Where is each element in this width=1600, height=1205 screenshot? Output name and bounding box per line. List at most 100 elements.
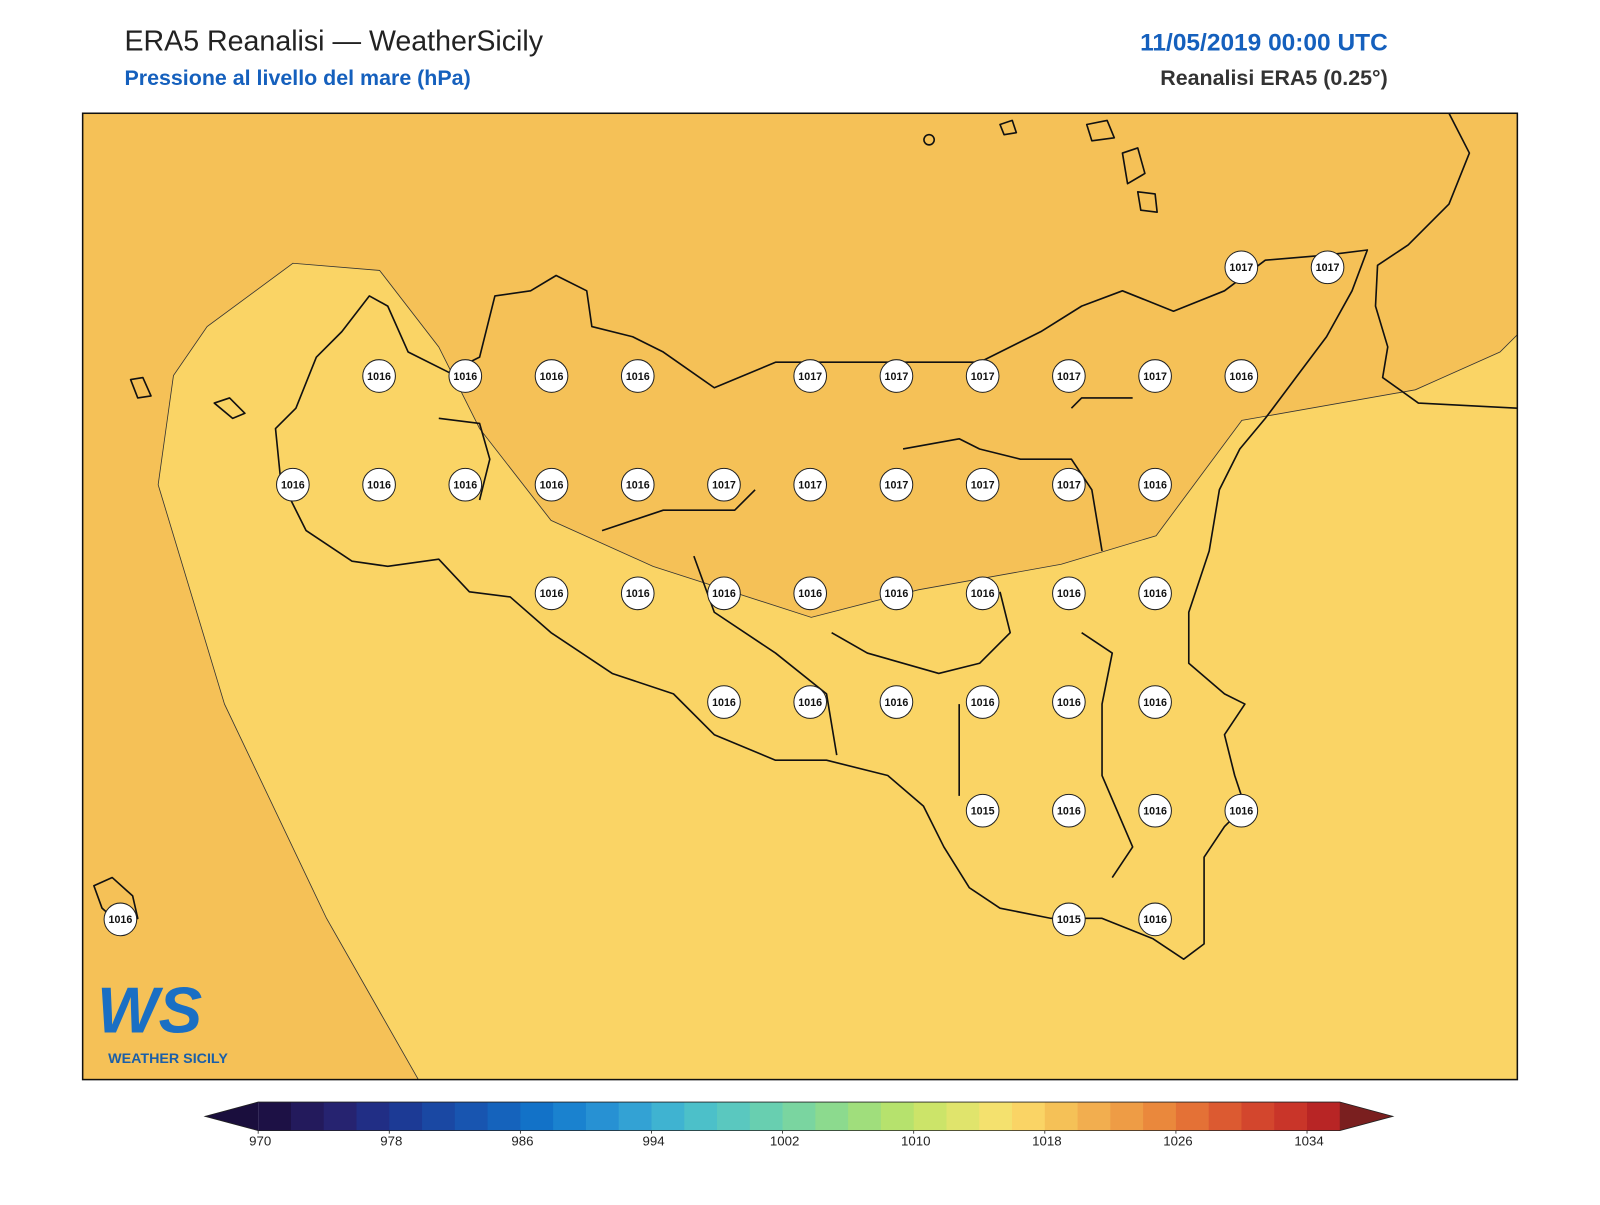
- pressure-label: 1017: [798, 371, 822, 383]
- colorbar-bin: [651, 1102, 685, 1131]
- pressure-label: 1017: [712, 480, 736, 492]
- pressure-label: 1016: [540, 480, 564, 492]
- pressure-marker: [965, 685, 1000, 719]
- colorbar-bin: [618, 1102, 652, 1131]
- pressure-marker: [879, 685, 914, 719]
- pressure-marker: [1052, 902, 1086, 937]
- pressure-marker: [793, 467, 828, 502]
- colorbar-bin: [1110, 1102, 1144, 1131]
- pressure-marker: [707, 685, 741, 719]
- pressure-marker: [965, 359, 1000, 393]
- pressure-marker: [707, 576, 741, 611]
- pressure-marker: [1138, 685, 1172, 719]
- colorbar-bin: [290, 1102, 325, 1131]
- pressure-label: 1016: [1143, 806, 1167, 818]
- colorbar-bin: [1143, 1102, 1177, 1131]
- pressure-marker: [879, 576, 914, 611]
- colorbar-bin: [979, 1102, 1013, 1131]
- pressure-label: 1016: [712, 697, 736, 709]
- pressure-label: 1016: [367, 480, 391, 492]
- pressure-marker: [793, 359, 828, 393]
- pressure-marker: [362, 359, 396, 393]
- datetime: 11/05/2019 00:00 UTC: [1140, 29, 1388, 56]
- pressure-label: 1016: [367, 371, 391, 383]
- colorbar-bin: [487, 1102, 521, 1131]
- colorbar-bin: [815, 1102, 849, 1131]
- pressure-label: 1016: [626, 371, 650, 383]
- pressure-label: 1016: [712, 588, 736, 600]
- pressure-marker: [1052, 359, 1086, 393]
- pressure-marker: [1224, 793, 1259, 828]
- pressure-marker: [879, 359, 914, 393]
- colorbar-bin: [782, 1102, 816, 1131]
- colorbar-bin: [1044, 1102, 1079, 1131]
- pressure-marker: [1052, 467, 1086, 502]
- province-borders: [438, 397, 1134, 879]
- pressure-label: 1017: [971, 371, 995, 383]
- pressure-label: 1016: [626, 588, 650, 600]
- sicily-coast: [274, 249, 1369, 961]
- pressure-label: 1017: [885, 480, 909, 492]
- pressure-marker: [534, 576, 569, 611]
- colorbar-tick-label: 1034: [1294, 1133, 1323, 1148]
- pressure-label: 1016: [971, 588, 995, 600]
- colorbar-bin: [1307, 1102, 1341, 1131]
- pressure-label: 1017: [1143, 371, 1167, 383]
- pressure-label: 1016: [453, 480, 477, 492]
- logo-mark: WS: [97, 974, 202, 1047]
- colorbar-tick-label: 978: [380, 1133, 402, 1148]
- colorbar-bin: [422, 1102, 456, 1131]
- pressure-label: 1016: [540, 588, 564, 600]
- pressure-label: 1017: [798, 480, 822, 492]
- colorbar-bin: [553, 1102, 587, 1131]
- pressure-marker: [620, 576, 655, 611]
- colorbar-bin: [749, 1102, 784, 1131]
- pressure-label: 1016: [453, 371, 477, 383]
- colorbar-bin: [717, 1102, 751, 1131]
- colorbar-outline: [203, 1101, 1395, 1132]
- pressure-marker: [965, 793, 1000, 828]
- pressure-marker: [965, 467, 1000, 502]
- pressure-label: 1016: [1143, 480, 1167, 492]
- pressure-label: 1016: [281, 480, 305, 492]
- pressure-marker: [1138, 902, 1172, 937]
- colorbar-bin: [356, 1102, 390, 1131]
- pressure-label: 1017: [1057, 480, 1081, 492]
- pressure-marker: [1138, 793, 1172, 828]
- pressure-marker: [1138, 467, 1172, 502]
- pressure-marker: [620, 467, 655, 502]
- colorbar-bin: [946, 1102, 980, 1131]
- pressure-marker: [1052, 576, 1086, 611]
- pressure-marker: [103, 902, 138, 937]
- pressure-label: 1016: [971, 697, 995, 709]
- colorbar-bin: [684, 1102, 718, 1131]
- pressure-label: 1016: [1143, 697, 1167, 709]
- colorbar-bin: [323, 1102, 358, 1131]
- pressure-marker: [620, 359, 655, 393]
- islands: [93, 119, 1158, 926]
- pressure-label: 1017: [971, 480, 995, 492]
- pressure-marker: [1224, 250, 1259, 285]
- pressure-label: 1016: [1229, 806, 1253, 818]
- colorbar-bin: [454, 1102, 489, 1131]
- pressure-label: 1016: [798, 697, 822, 709]
- pressure-marker: [534, 359, 569, 393]
- pressure-label: 1016: [1057, 806, 1081, 818]
- pressure-marker: [965, 576, 1000, 611]
- pressure-label: 1015: [971, 806, 995, 818]
- pressure-label: 1016: [109, 914, 133, 926]
- map-frame: [81, 112, 1519, 1081]
- colorbar-bin: [880, 1102, 915, 1131]
- colorbar-extend-high: [1339, 1102, 1393, 1131]
- colorbar-bin: [585, 1102, 620, 1131]
- pressure-marker: [1052, 685, 1086, 719]
- pressure-label: 1017: [1316, 262, 1340, 274]
- colorbar-bin: [1241, 1102, 1275, 1131]
- logo-name: WEATHER SICILY: [108, 1051, 228, 1067]
- pressure-marker: [362, 467, 396, 502]
- pressure-marker: [1310, 250, 1345, 285]
- pressure-label: 1016: [1229, 371, 1253, 383]
- pressure-label: 1016: [885, 697, 909, 709]
